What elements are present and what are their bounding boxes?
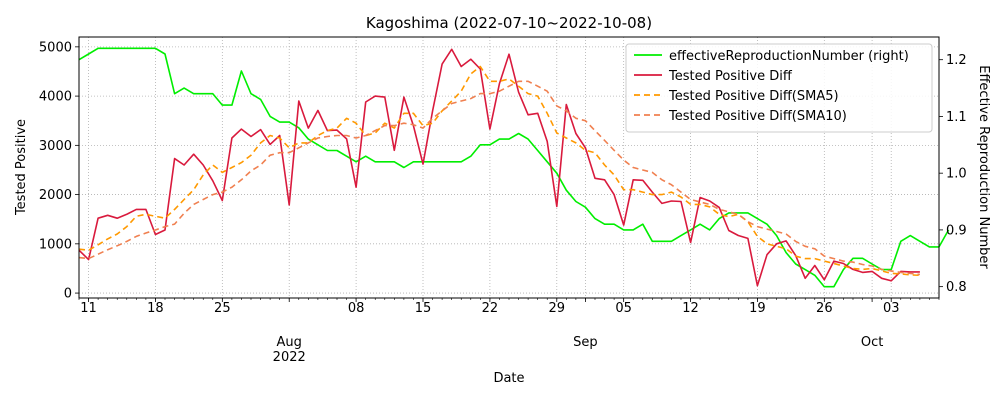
series-line <box>78 47 950 288</box>
legend-label: Tested Positive Diff(SMA10) <box>668 109 847 124</box>
y-axis-left: 0 1000 2000 3000 4000 5000 <box>39 40 79 302</box>
legend-box <box>625 43 933 133</box>
series-line <box>78 80 920 276</box>
y-right-tick-label: 1.0 <box>946 167 967 182</box>
y-right-tick-label: 0.8 <box>946 280 967 295</box>
y-right-tick-label: 1.2 <box>946 53 967 68</box>
y-left-tick-label: 4000 <box>39 90 72 105</box>
y-right-tick-label: 0.9 <box>946 223 967 238</box>
x-tick-label: Aug <box>277 335 302 350</box>
x-tick-label: 19 <box>749 301 766 316</box>
x-axis-label: Date <box>493 371 524 386</box>
y-left-tick-label: 0 <box>64 287 72 302</box>
y-axis-right: 0.8 0.9 1.0 1.1 1.2 <box>939 53 967 295</box>
legend-label: Tested Positive Diff <box>668 69 793 84</box>
legend-label: Tested Positive Diff(SMA5) <box>668 89 839 104</box>
series-line <box>78 65 920 277</box>
y-left-tick-label: 2000 <box>39 188 72 203</box>
x-tick-label: 12 <box>682 301 699 316</box>
x-tick-label: 29 <box>549 301 566 316</box>
x-tick-label: 08 <box>348 301 365 316</box>
x-tick-label: 11 <box>80 301 97 316</box>
y-right-tick-label: 1.1 <box>946 110 967 125</box>
x-tick-label: Oct <box>861 335 883 350</box>
x-tick-label: 05 <box>615 301 632 316</box>
y-left-tick-label: 3000 <box>39 139 72 154</box>
grid-lines <box>79 37 939 298</box>
legend: effectiveReproductionNumber (right) Teste… <box>625 43 933 133</box>
y-left-tick-label: 5000 <box>39 40 72 55</box>
x-tick-label: Sep <box>573 335 598 350</box>
y-axis-label-right: Effective Reproduction Number <box>976 65 991 269</box>
x-tick-label: 26 <box>816 301 833 316</box>
y-axis-label-left: Tested Positive <box>14 119 29 216</box>
x-tick-label: 03 <box>883 301 900 316</box>
x-tick-label: 22 <box>482 301 499 316</box>
series-line <box>78 48 920 287</box>
x-tick-label: 15 <box>415 301 432 316</box>
x-tick-label: 18 <box>147 301 164 316</box>
chart-title: Kagoshima (2022-07-10~2022-10-08) <box>366 14 652 32</box>
y-left-tick-label: 1000 <box>39 237 72 252</box>
x-tick-label: 2022 <box>273 350 306 365</box>
x-tick-label: 25 <box>214 301 231 316</box>
legend-label: effectiveReproductionNumber (right) <box>669 49 909 64</box>
series-lines <box>78 47 950 288</box>
